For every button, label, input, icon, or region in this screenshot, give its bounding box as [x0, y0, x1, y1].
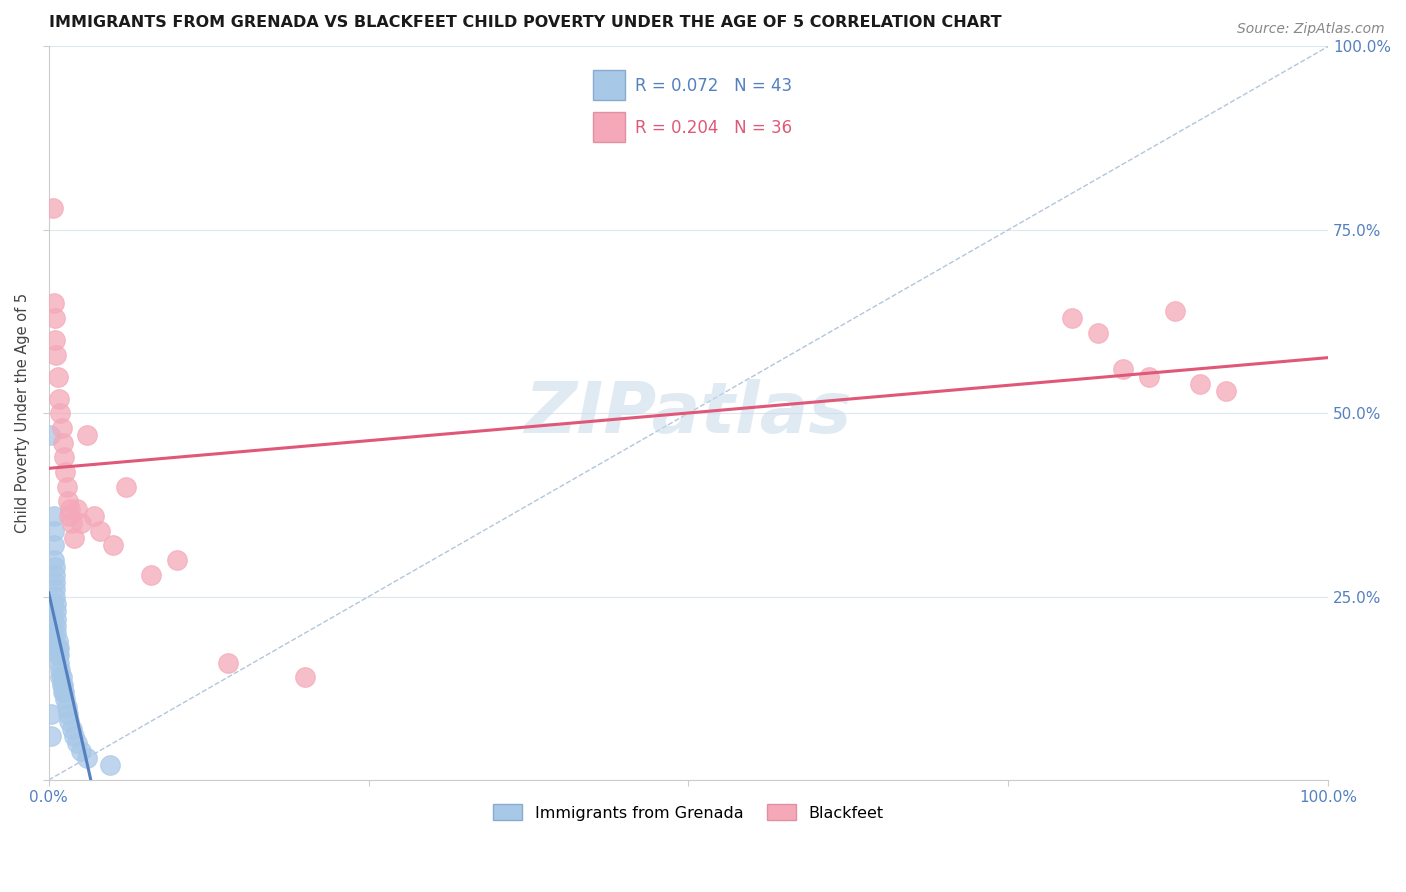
Point [60, 516, 83, 531]
Point [58, 714, 80, 729]
Point [63, 729, 86, 743]
Point [59, 501, 82, 516]
Point [49, 663, 72, 677]
Point [39, 706, 62, 721]
Point [55, 699, 77, 714]
Point [41, 597, 63, 611]
Point [42, 538, 65, 552]
Point [45, 604, 67, 618]
Point [1189, 376, 1212, 391]
Point [51, 670, 73, 684]
Point [55, 692, 77, 706]
Point [166, 553, 188, 567]
Point [42, 524, 65, 538]
Point [45, 611, 67, 625]
Point [51, 421, 73, 435]
Point [51, 677, 73, 691]
Point [44, 582, 66, 597]
Y-axis label: Child Poverty Under the Age of 5: Child Poverty Under the Age of 5 [15, 293, 30, 533]
Point [45, 347, 67, 361]
Point [1163, 303, 1185, 318]
Point [1137, 369, 1160, 384]
Point [44, 590, 66, 604]
Point [46, 633, 69, 648]
Point [60, 722, 83, 736]
Text: Source: ZipAtlas.com: Source: ZipAtlas.com [1237, 22, 1385, 37]
Point [41, 611, 63, 625]
Point [69, 516, 91, 531]
Point [139, 567, 162, 582]
Point [44, 310, 66, 325]
Point [46, 369, 69, 384]
Point [55, 465, 77, 479]
Point [63, 531, 86, 545]
Point [48, 640, 70, 655]
Point [46, 640, 69, 655]
Point [48, 392, 70, 406]
Point [41, 626, 63, 640]
Point [98, 758, 121, 772]
Point [66, 736, 89, 750]
Text: IMMIGRANTS FROM GRENADA VS BLACKFEET CHILD POVERTY UNDER THE AGE OF 5 CORRELATIO: IMMIGRANTS FROM GRENADA VS BLACKFEET CHI… [49, 15, 1001, 30]
Point [69, 743, 91, 757]
Point [58, 508, 80, 523]
Text: ZIPatlas: ZIPatlas [524, 379, 852, 448]
Point [76, 751, 98, 765]
Point [45, 619, 67, 633]
Point [1062, 310, 1084, 325]
Point [49, 670, 72, 684]
Point [39, 729, 62, 743]
Point [66, 501, 89, 516]
Point [46, 648, 69, 663]
Point [42, 553, 65, 567]
Point [89, 524, 111, 538]
Point [52, 435, 75, 450]
Point [55, 479, 77, 493]
Point [53, 450, 76, 465]
Point [56, 706, 79, 721]
Point [44, 333, 66, 347]
Point [44, 574, 66, 589]
Point [42, 508, 65, 523]
Point [44, 560, 66, 574]
Point [1087, 326, 1109, 340]
Point [114, 479, 136, 493]
Point [44, 567, 66, 582]
Point [217, 656, 239, 670]
Point [48, 648, 70, 663]
Point [294, 670, 316, 684]
Point [39, 428, 62, 442]
Point [45, 597, 67, 611]
Point [42, 296, 65, 310]
Point [45, 626, 67, 640]
Point [101, 538, 124, 552]
Point [52, 685, 75, 699]
Point [48, 656, 70, 670]
Point [76, 428, 98, 442]
Point [52, 677, 75, 691]
Point [53, 685, 76, 699]
Point [41, 201, 63, 215]
Point [1112, 362, 1135, 376]
Point [1215, 384, 1237, 399]
Point [83, 508, 105, 523]
Legend: Immigrants from Grenada, Blackfeet: Immigrants from Grenada, Blackfeet [486, 798, 890, 827]
Point [49, 406, 72, 420]
Point [56, 494, 79, 508]
